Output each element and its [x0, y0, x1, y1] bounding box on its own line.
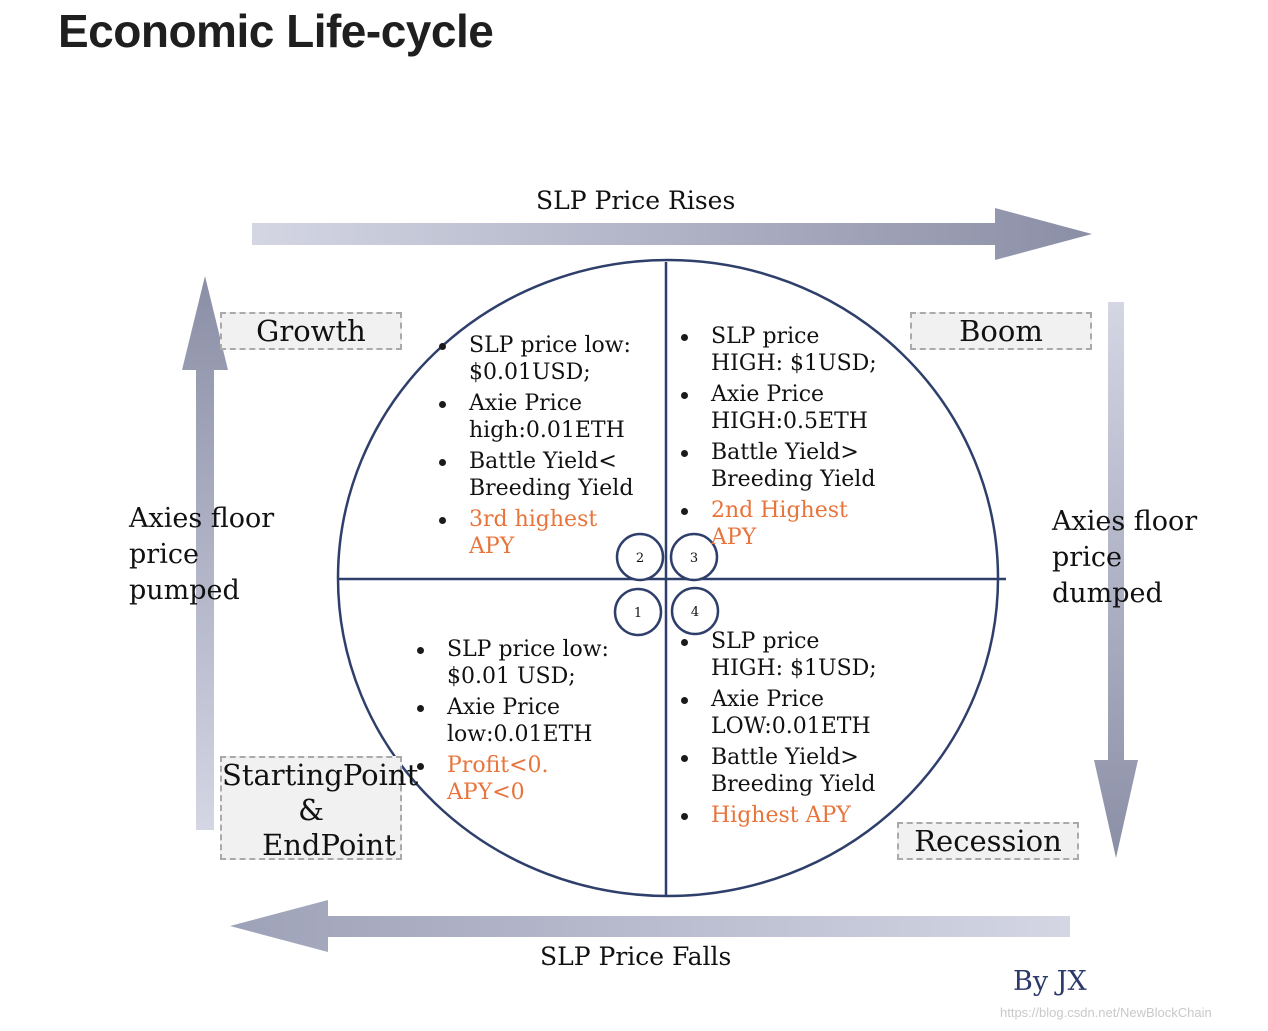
quadrant-2-number: 2 [636, 551, 644, 566]
start-end-line-1: StartingPoint [222, 758, 419, 792]
start-end-phase-label: StartingPoint & EndPoint [220, 756, 419, 862]
list-item: Axie Price HIGH:0.5ETH [681, 381, 896, 435]
list-item: 2nd Highest APY [681, 497, 896, 551]
floor-pumped-label: Axies floor price pumped [129, 503, 275, 606]
floor-dumped-arrow [1094, 302, 1138, 858]
page-title: Economic Life-cycle [58, 5, 494, 57]
list-item: Profit<0. APY<0 [417, 752, 632, 806]
quadrant-3-badge [669, 532, 719, 582]
quadrant-4-number: 4 [691, 605, 699, 620]
quadrant-1-badge [613, 587, 663, 637]
list-item: Battle Yield> Breeding Yield [681, 744, 896, 798]
list-item: SLP price low: $0.01 USD; [417, 636, 632, 690]
list-item: Battle Yield> Breeding Yield [681, 439, 896, 493]
price-falls-arrow [230, 900, 1070, 952]
price-rises-label: SLP Price Rises [536, 186, 736, 215]
start-end-line-2: & [298, 793, 324, 827]
start-end-line-3: EndPoint [262, 828, 396, 862]
quadrant-3-number: 3 [690, 551, 698, 566]
quadrant-1-number: 1 [634, 606, 642, 621]
recession-phase-label: Recession [897, 822, 1079, 860]
list-item: SLP price HIGH: $1USD; [681, 323, 896, 377]
list-item: 3rd highest APY [439, 506, 639, 560]
quadrant-4-badge [670, 586, 720, 636]
price-rises-arrow [252, 208, 1092, 260]
list-item: Axie Price low:0.01ETH [417, 694, 632, 748]
floor-dumped-label: Axies floor price dumped [1052, 506, 1198, 609]
quadrant-2-list: SLP price low: $0.01USD; Axie Price high… [439, 332, 639, 564]
floor-pumped-arrow [182, 276, 228, 830]
author-byline: By JX [1013, 966, 1087, 997]
quadrant-1-list: SLP price low: $0.01 USD; Axie Price low… [417, 636, 632, 810]
watermark: https://blog.csdn.net/NewBlockChain [1000, 1005, 1212, 1020]
list-item: Axie Price high:0.01ETH [439, 390, 639, 444]
quadrant-3-list: SLP price HIGH: $1USD; Axie Price HIGH:0… [681, 323, 896, 555]
list-item: SLP price low: $0.01USD; [439, 332, 639, 386]
quadrant-4-list: SLP price HIGH: $1USD; Axie Price LOW:0.… [681, 628, 896, 833]
list-item: SLP price HIGH: $1USD; [681, 628, 896, 682]
quadrant-2-badge [615, 532, 665, 582]
list-item: Highest APY [681, 802, 896, 829]
boom-phase-label: Boom [910, 312, 1092, 350]
list-item: Axie Price LOW:0.01ETH [681, 686, 896, 740]
price-falls-label: SLP Price Falls [540, 942, 732, 971]
growth-phase-label: Growth [220, 312, 402, 350]
list-item: Battle Yield< Breeding Yield [439, 448, 639, 502]
